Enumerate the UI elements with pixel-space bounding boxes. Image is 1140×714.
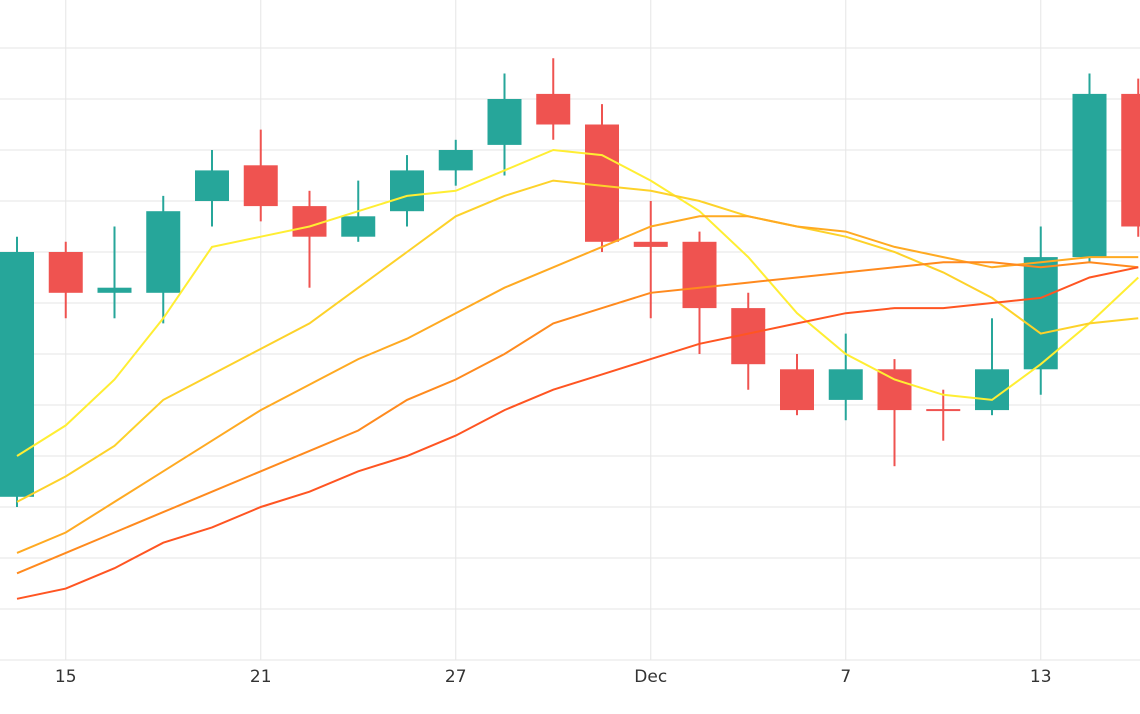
- candle-body: [146, 211, 181, 293]
- candle-body: [243, 165, 278, 207]
- candle-body: [828, 369, 863, 400]
- candle-body: [0, 252, 34, 497]
- candle-body: [1023, 257, 1058, 370]
- candle-body: [682, 241, 717, 309]
- candle-body: [926, 409, 961, 412]
- candle-body: [1121, 93, 1140, 227]
- x-tick-label: 13: [1030, 667, 1052, 687]
- moving-average-line: [16, 261, 1139, 575]
- candle-body: [585, 124, 619, 242]
- candle-body: [536, 93, 571, 125]
- moving-average-line: [16, 266, 1139, 600]
- x-tick-label: Dec: [634, 667, 667, 687]
- x-tick-label: 7: [840, 667, 851, 687]
- moving-average-line: [16, 148, 1139, 457]
- candle-body: [341, 216, 376, 237]
- x-tick-label: 27: [445, 667, 467, 687]
- candle-body: [487, 99, 522, 145]
- candle-body: [975, 369, 1009, 411]
- moving-average-line: [16, 179, 1139, 503]
- x-tick-label: 15: [55, 667, 77, 687]
- candle-body: [633, 241, 668, 247]
- candle-body: [97, 287, 132, 293]
- candle-body: [1072, 93, 1107, 258]
- candle-body: [390, 170, 424, 212]
- moving-average-line: [16, 215, 1139, 554]
- candle-body: [195, 170, 229, 201]
- candle-body: [292, 206, 327, 237]
- candle-body: [780, 369, 814, 411]
- candle-body: [48, 252, 83, 293]
- candle-body: [877, 369, 912, 411]
- x-tick-label: 21: [250, 667, 272, 687]
- candle-body: [438, 150, 473, 171]
